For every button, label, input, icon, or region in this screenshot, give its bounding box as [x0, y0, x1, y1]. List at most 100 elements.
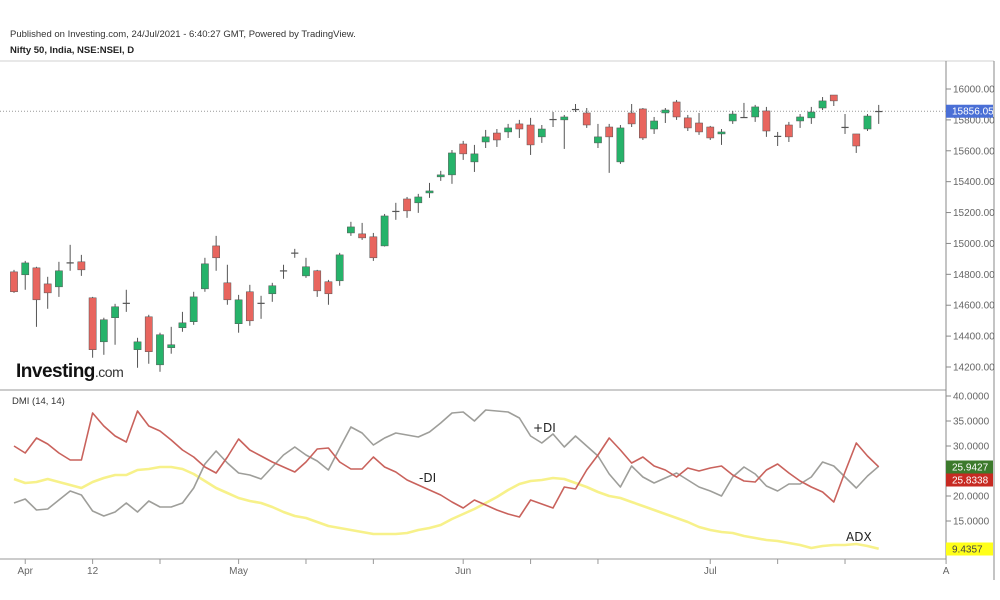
plus-di-badge-bg [946, 460, 993, 474]
candle-body [201, 263, 209, 290]
candle-body [672, 101, 681, 118]
candle-body [459, 143, 468, 155]
candle-body [526, 124, 535, 146]
candle-body [481, 136, 490, 143]
candle-body [796, 116, 804, 122]
candle [10, 269, 18, 293]
candle [234, 294, 243, 333]
candle-body [605, 126, 614, 138]
candle [144, 314, 153, 364]
candle-body [369, 236, 378, 259]
candle-body [291, 252, 299, 254]
candle [313, 269, 322, 297]
price-tick-label: 14600.00 [953, 301, 995, 312]
candle [414, 193, 423, 213]
candle-body [223, 282, 232, 301]
candle [459, 140, 468, 160]
candle-body [504, 127, 512, 133]
candle [32, 266, 41, 327]
candle [875, 104, 883, 124]
published-caption: Published on Investing.com, 24/Jul/2021 … [10, 29, 356, 40]
candle-body [571, 108, 580, 111]
candle-body [392, 210, 400, 213]
candle-body [785, 124, 793, 138]
minus-di-badge-text: 25.8338 [952, 476, 989, 487]
price-tick-label: 14200.00 [953, 362, 995, 373]
candle-body [414, 196, 423, 204]
symbol-title: Nifty 50, India, NSE:NSEI, D [10, 45, 135, 56]
candle-body [234, 299, 243, 324]
candle-body [863, 115, 872, 130]
price-axis: 16000.00 15800.00 15600.00 15400.00 15200.00… [946, 85, 995, 373]
candle-body [178, 322, 187, 329]
adx-badge-bg [946, 542, 993, 556]
candle-body [111, 306, 119, 318]
candle [268, 282, 277, 302]
candle [594, 123, 602, 148]
candle-body [380, 215, 389, 247]
dmi-indicator-title[interactable]: DMI (14, 14) [12, 396, 65, 407]
logo-suffix: .com [94, 364, 124, 380]
candle [785, 121, 793, 142]
candle [189, 291, 198, 325]
candle-body [852, 133, 861, 147]
candle-body [122, 302, 130, 304]
candle-body [818, 100, 827, 109]
minus-di-badge-bg [946, 473, 993, 487]
time-tick-label: May [229, 566, 248, 577]
price-tick-label: 16000.00 [953, 85, 995, 96]
candle-body [549, 118, 557, 121]
candle [706, 125, 715, 140]
candle [616, 124, 625, 164]
candle [493, 128, 501, 147]
candle-body [21, 262, 30, 276]
time-tick-label: 12 [87, 566, 99, 577]
candle-body [279, 270, 288, 272]
time-tick-label: A [943, 566, 950, 577]
candle [436, 170, 445, 181]
candle [537, 124, 546, 143]
candle [605, 123, 614, 173]
time-tick-label: Jun [455, 566, 471, 577]
candle [99, 317, 108, 355]
candle [324, 279, 333, 305]
candle-body [77, 261, 86, 271]
candle-body [751, 106, 760, 118]
candle-body [335, 254, 344, 282]
candle-body [537, 128, 546, 138]
candle-body [493, 132, 501, 141]
candle-body [650, 120, 658, 130]
price-tick-label: 14400.00 [953, 332, 995, 343]
dmi-tick-label: 40.0000 [953, 392, 990, 403]
candle-body [448, 152, 456, 176]
candle [582, 107, 591, 128]
candle-body [560, 116, 569, 121]
candle-body [762, 110, 771, 132]
candle [88, 296, 97, 358]
candle-body [324, 281, 333, 295]
adx-line [13, 465, 880, 551]
candle [43, 276, 52, 309]
candle [807, 106, 816, 124]
candle [448, 150, 456, 184]
candle-body [403, 198, 411, 212]
candle [762, 106, 771, 137]
candle-body [167, 344, 176, 348]
last-price-badge-bg [946, 104, 993, 118]
candle-body [774, 135, 782, 137]
candle-body [156, 334, 164, 366]
dmi-lines [13, 409, 880, 551]
candle-body [66, 262, 74, 264]
candle [683, 114, 692, 132]
candle [122, 289, 130, 312]
candle [560, 114, 569, 149]
adx-badge-text: 9.4357 [952, 545, 983, 556]
logo-brand: Investing [16, 361, 95, 382]
candle-body [313, 270, 322, 292]
plus-di-annotation: +DI [533, 421, 556, 435]
candle [392, 202, 400, 220]
time-tick-label: Apr [17, 566, 33, 577]
price-tick-label: 14800.00 [953, 270, 995, 281]
candle [481, 129, 490, 148]
